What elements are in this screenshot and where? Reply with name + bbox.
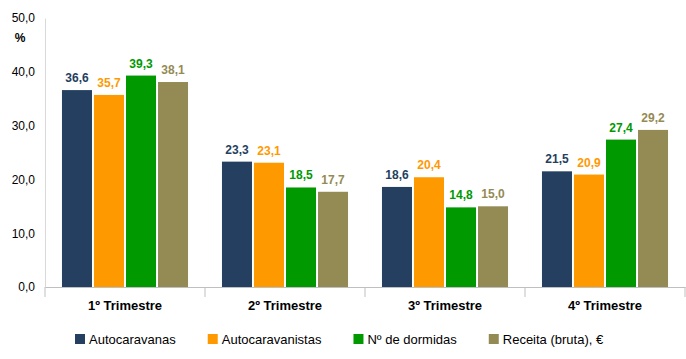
y-tick: 40,0 [12, 65, 45, 79]
data-label: 35,7 [97, 76, 121, 90]
data-label: 21,5 [545, 152, 569, 166]
bar [286, 187, 316, 287]
data-label: 20,9 [577, 156, 601, 170]
legend-item: Receita (bruta), € [489, 332, 604, 347]
legend-item: Autocaravanistas [208, 332, 322, 347]
x-tick-label: 1º Trimestre [88, 298, 162, 313]
legend-swatch [489, 334, 499, 344]
bar [638, 130, 668, 287]
legend-label: Nº de dormidas [367, 332, 457, 347]
bar [254, 163, 284, 287]
bar [94, 95, 124, 287]
y-tick: 50,0 [12, 11, 45, 25]
y-tick-label: 10,0 [12, 227, 36, 241]
y-axis-title: % [15, 31, 26, 45]
bar [126, 76, 156, 287]
category-separator [205, 287, 206, 297]
legend: Autocaravanas Autocaravanistas Nº de dormi… [75, 332, 604, 347]
bar [574, 175, 604, 287]
legend-item: Nº de dormidas [353, 332, 457, 347]
y-tick: 0,0 [18, 280, 45, 294]
bar [414, 177, 444, 287]
bars [62, 76, 668, 287]
data-label: 23,1 [257, 144, 281, 158]
legend-item: Autocaravanas [75, 332, 176, 347]
x-tick-label: 2º Trimestre [248, 298, 322, 313]
y-tick: 30,0 [12, 119, 45, 133]
legend-swatch [208, 334, 218, 344]
y-tick-label: 20,0 [12, 173, 36, 187]
data-label: 18,5 [289, 168, 313, 182]
x-tick: 4º Trimestre [568, 287, 642, 313]
data-label: 27,4 [609, 121, 633, 135]
x-tick-label: 4º Trimestre [568, 298, 642, 313]
data-labels: 36,6 23,3 18,6 21,5 35,7 23,1 20,4 20,9 39,3 18,5… [65, 57, 665, 203]
y-tick: 10,0 [12, 227, 45, 241]
legend-swatch [353, 334, 363, 344]
x-tick: 3º Trimestre [408, 287, 482, 313]
bar [222, 162, 252, 287]
data-label: 18,6 [385, 168, 409, 182]
bar [542, 171, 572, 287]
category-separator [45, 287, 46, 297]
bar [318, 192, 348, 287]
data-label: 17,7 [321, 173, 345, 187]
y-tick-label: 40,0 [12, 65, 36, 79]
chart: 0,0 10,0 20,0 30,0 40,0 50,0% 1º Trimestre 2º T… [0, 0, 686, 359]
y-tick-label: 0,0 [18, 280, 35, 294]
bar [158, 82, 188, 287]
legend-label: Autocaravanas [89, 332, 176, 347]
legend-label: Receita (bruta), € [503, 332, 604, 347]
y-tick: 20,0 [12, 173, 45, 187]
bar [382, 187, 412, 287]
y-tick-label: 50,0 [12, 11, 36, 25]
category-separator [685, 287, 686, 297]
legend-label: Autocaravanistas [222, 332, 322, 347]
x-tick: 1º Trimestre [88, 287, 162, 313]
x-axis: 1º Trimestre 2º Trimestre 3º Trimestre 4º T… [46, 287, 686, 313]
data-label: 15,0 [481, 187, 505, 201]
data-label: 29,2 [641, 111, 665, 125]
legend-swatch [75, 334, 85, 344]
bar [62, 90, 92, 287]
y-axis-line [45, 19, 46, 288]
bar [446, 207, 476, 287]
category-separator [365, 287, 366, 297]
data-label: 38,1 [161, 63, 185, 77]
data-label: 20,4 [417, 158, 441, 172]
y-axis: 0,0 10,0 20,0 30,0 40,0 50,0 [12, 11, 46, 294]
data-label: 14,8 [449, 188, 473, 202]
data-label: 39,3 [129, 57, 153, 71]
bar [606, 140, 636, 287]
category-separator [525, 287, 526, 297]
bar [478, 206, 508, 287]
x-tick-label: 3º Trimestre [408, 298, 482, 313]
y-tick-label: 30,0 [12, 119, 36, 133]
x-tick: 2º Trimestre [248, 287, 322, 313]
data-label: 36,6 [65, 71, 89, 85]
data-label: 23,3 [225, 143, 249, 157]
